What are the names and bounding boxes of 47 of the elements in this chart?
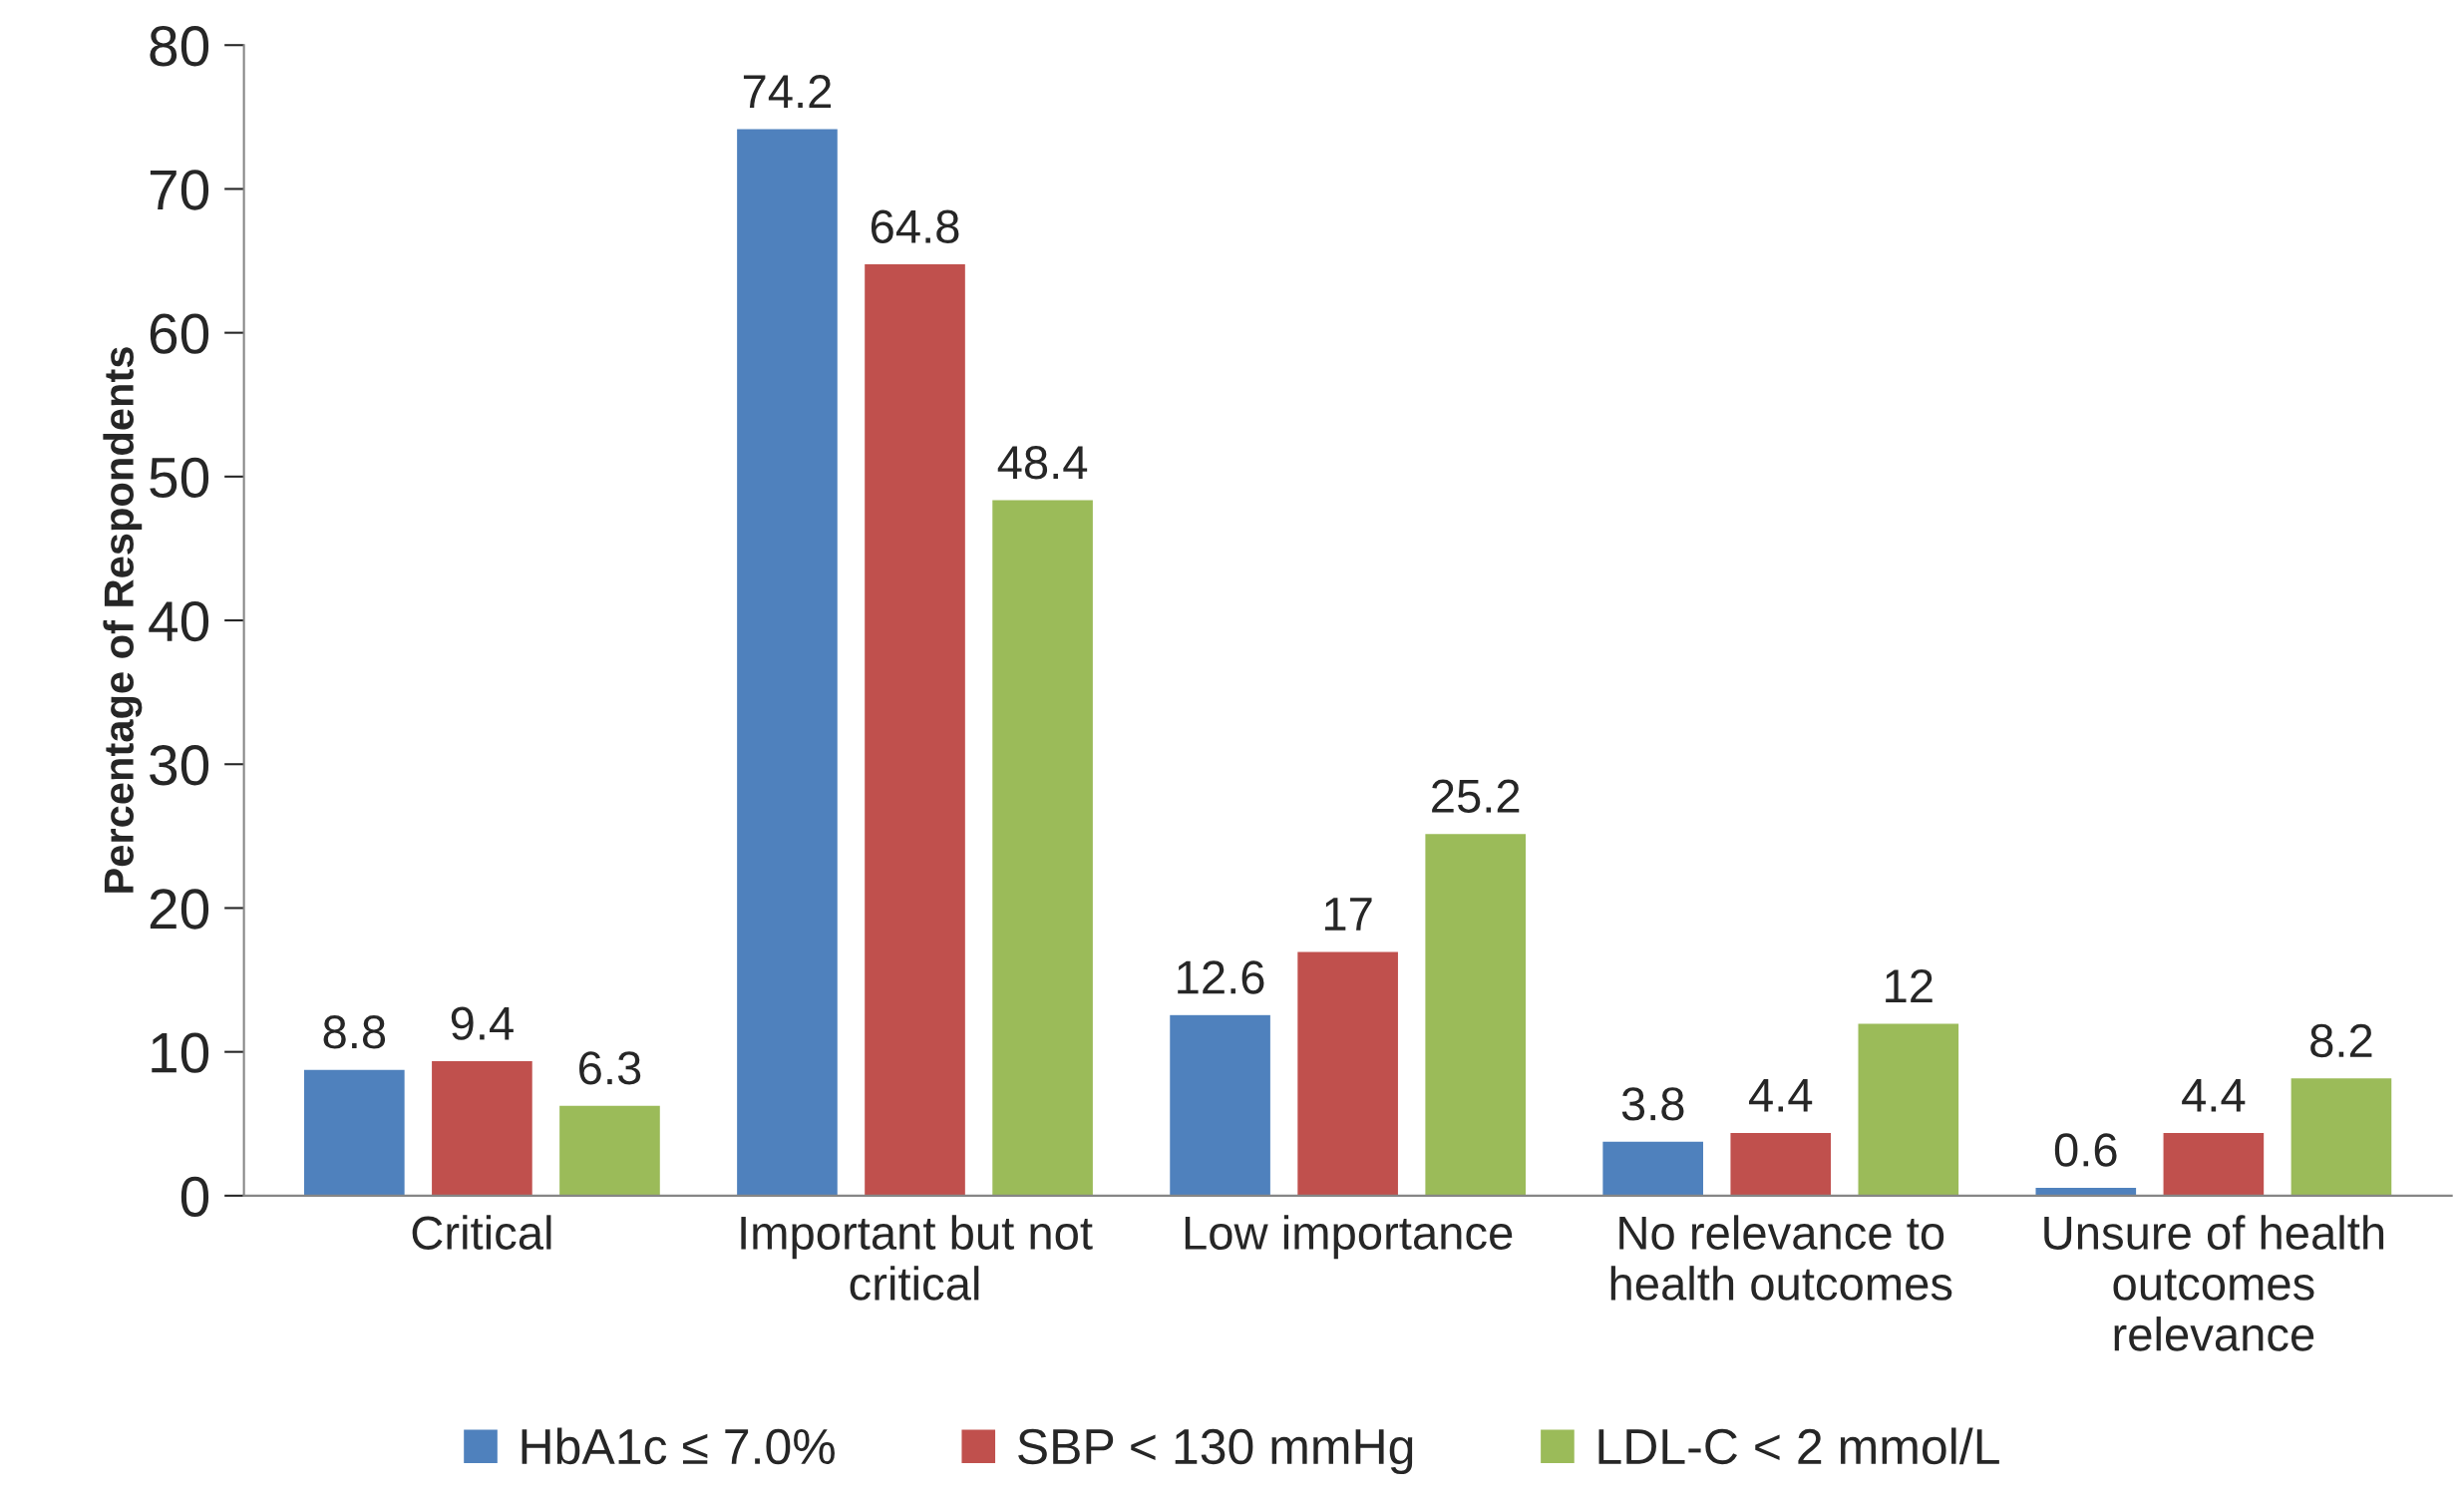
x-tick-label: Critical bbox=[412, 1215, 551, 1250]
data-label: 4.4 bbox=[2182, 1079, 2246, 1112]
y-tick-label: 0 bbox=[180, 1176, 209, 1218]
legend-label: SBP < 130 mmHg bbox=[1018, 1428, 1413, 1475]
y-tick-label: 10 bbox=[152, 1032, 209, 1073]
bar bbox=[1295, 950, 1400, 1196]
data-label: 74.2 bbox=[743, 74, 832, 108]
data-label: 25.2 bbox=[1432, 779, 1520, 814]
data-label: 8.2 bbox=[2310, 1023, 2372, 1058]
x-tick-label: Unsure of health outcomes relevance bbox=[2044, 1215, 2384, 1351]
x-tick-label: No relevance to health outcomes bbox=[1610, 1215, 1952, 1301]
y-axis-title: Percentage of Respondents bbox=[103, 347, 143, 893]
y-tick-label: 30 bbox=[150, 745, 209, 786]
data-label: 12.6 bbox=[1178, 960, 1264, 994]
bar bbox=[2162, 1131, 2266, 1196]
bar bbox=[1423, 832, 1528, 1196]
x-tick-label: Low importance bbox=[1185, 1215, 1513, 1260]
y-tick-label: 80 bbox=[150, 26, 209, 67]
bar bbox=[1857, 1022, 1960, 1196]
bar bbox=[1600, 1140, 1705, 1196]
y-tick-label: 40 bbox=[149, 600, 209, 642]
data-label: 0.6 bbox=[2054, 1133, 2117, 1167]
y-tick-label: 20 bbox=[150, 889, 209, 930]
x-tick-label: Important but not critical bbox=[741, 1215, 1093, 1301]
y-tick-label: 70 bbox=[150, 170, 209, 210]
legend-label: LDL-C < 2 mmol/L bbox=[1598, 1427, 1999, 1465]
bar bbox=[302, 1068, 407, 1196]
bar bbox=[1729, 1131, 1833, 1196]
data-label: 48.4 bbox=[997, 446, 1088, 480]
data-label: 6.3 bbox=[579, 1051, 641, 1085]
bar bbox=[557, 1104, 662, 1196]
data-label: 3.8 bbox=[1621, 1087, 1684, 1121]
legend-label: HbA1c ≤ 7.0% bbox=[522, 1427, 835, 1465]
data-label: 9.4 bbox=[451, 1006, 514, 1040]
bar bbox=[2289, 1076, 2393, 1196]
data-label: 8.8 bbox=[323, 1015, 386, 1049]
bar bbox=[863, 262, 967, 1196]
bar bbox=[430, 1059, 534, 1196]
data-label: 12 bbox=[1886, 968, 1933, 1002]
y-tick-label: 60 bbox=[150, 313, 209, 354]
bar bbox=[1168, 1013, 1272, 1196]
data-label: 4.4 bbox=[1749, 1079, 1813, 1112]
data-label: 17 bbox=[1324, 898, 1372, 931]
bar bbox=[735, 128, 840, 1196]
data-label: 64.8 bbox=[871, 209, 959, 243]
bar bbox=[990, 499, 1095, 1196]
y-tick-label: 50 bbox=[150, 457, 209, 499]
